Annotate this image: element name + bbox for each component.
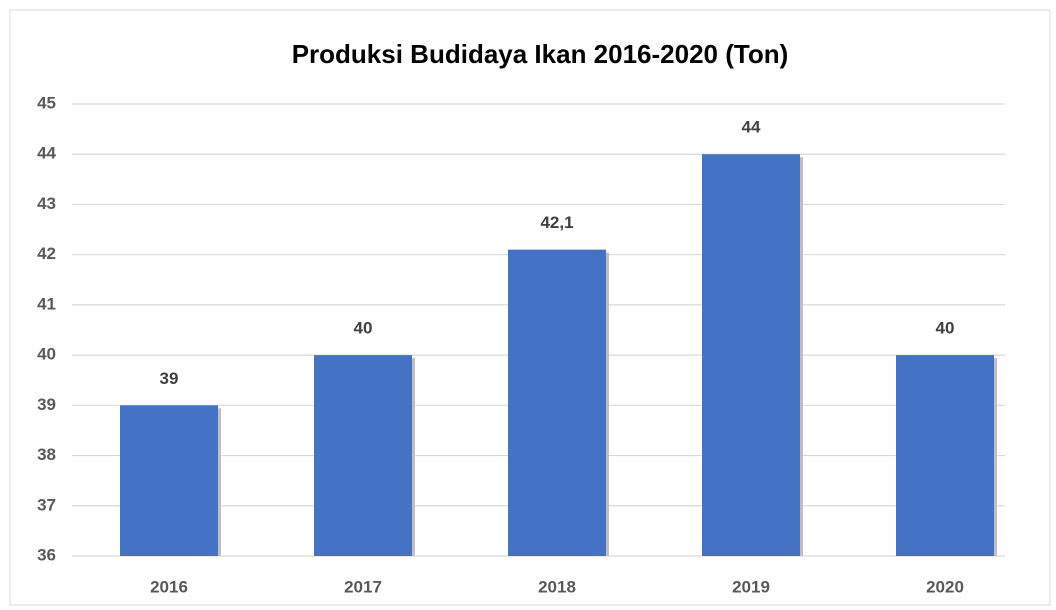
x-tick-label: 2017 (344, 577, 382, 596)
y-tick-label: 42 (37, 244, 56, 263)
y-tick-label: 43 (37, 194, 56, 213)
bar (120, 405, 218, 556)
x-tick-label: 2016 (150, 577, 188, 596)
y-tick-label: 39 (37, 395, 56, 414)
value-label: 40 (354, 319, 373, 338)
x-tick-label: 2019 (732, 577, 770, 596)
x-tick-label: 2020 (926, 577, 964, 596)
bar (508, 249, 606, 556)
value-label: 44 (742, 118, 761, 137)
value-label: 39 (160, 369, 179, 388)
x-tick-label: 2018 (538, 577, 576, 596)
chart-title: Produksi Budidaya Ikan 2016-2020 (Ton) (292, 39, 789, 69)
value-label: 40 (936, 319, 955, 338)
y-tick-label: 41 (37, 294, 56, 313)
y-tick-label: 37 (37, 495, 56, 514)
bar (896, 355, 994, 556)
y-tick-label: 44 (37, 144, 56, 163)
y-tick-label: 38 (37, 445, 56, 464)
y-tick-label: 36 (37, 545, 56, 564)
y-tick-label: 40 (37, 345, 56, 364)
bar (314, 355, 412, 556)
y-tick-label: 45 (37, 93, 56, 112)
value-label: 42,1 (540, 213, 573, 232)
bar (702, 154, 800, 556)
